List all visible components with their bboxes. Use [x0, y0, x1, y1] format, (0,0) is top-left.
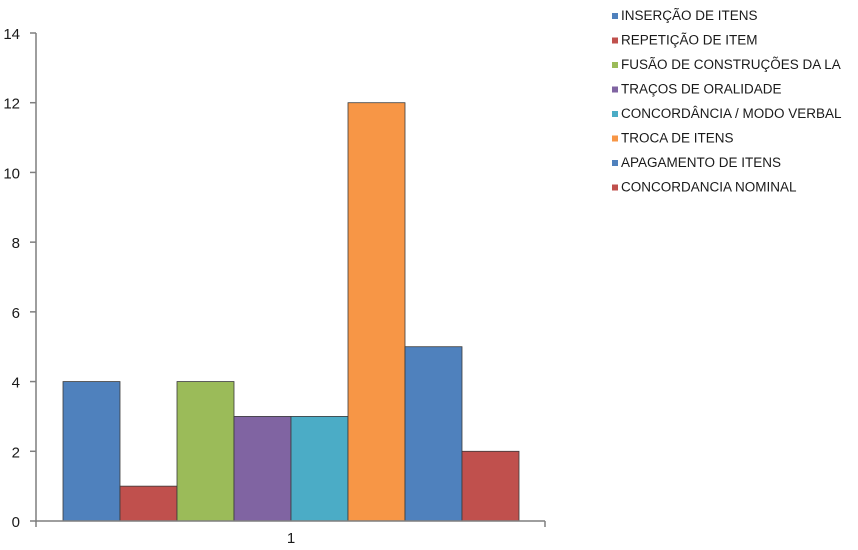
- legend-item: APAGAMENTO DE ITENS: [612, 155, 781, 170]
- legend: INSERÇÃO DE ITENS REPETIÇÃO DE ITEM FUSÃO …: [612, 8, 842, 195]
- legend-swatch: [612, 160, 618, 166]
- x-axis: 1: [35, 520, 546, 547]
- legend-label: TROCA DE ITENS: [621, 131, 734, 146]
- legend-label: INSERÇÃO DE ITENS: [621, 8, 758, 23]
- legend-swatch: [612, 135, 618, 142]
- x-category-label: 1: [287, 530, 295, 547]
- legend-item: CONCORDÂNCIA / MODO VERBAL: [612, 106, 842, 121]
- legend-swatch: [612, 62, 618, 68]
- bar-5: [290, 416, 349, 522]
- y-tick-label: 4: [12, 375, 20, 392]
- legend-swatch: [612, 37, 618, 44]
- legend-item: CONCORDANCIA NOMINAL: [612, 180, 797, 195]
- y-tick-label: 10: [3, 165, 20, 182]
- y-tick-label: 2: [12, 444, 20, 461]
- legend-item: INSERÇÃO DE ITENS: [612, 8, 758, 23]
- plot-area: [62, 102, 520, 522]
- legend-item: REPETIÇÃO DE ITEM: [612, 33, 758, 48]
- legend-swatch: [612, 13, 618, 19]
- legend-label: CONCORDANCIA NOMINAL: [621, 180, 797, 195]
- bar-2: [119, 485, 178, 522]
- bar-6: [347, 102, 406, 522]
- y-tick-label: 0: [12, 514, 20, 531]
- legend-item: FUSÃO DE CONSTRUÇÕES DA LA: [612, 57, 841, 72]
- y-tick-label: 6: [12, 305, 20, 322]
- legend-swatch: [612, 86, 618, 93]
- legend-label: FUSÃO DE CONSTRUÇÕES DA LA: [621, 57, 841, 72]
- bar-4: [233, 416, 292, 522]
- legend-item: TRAÇOS DE ORALIDADE: [612, 82, 782, 97]
- y-tick-label: 14: [3, 26, 20, 43]
- legend-swatch: [612, 111, 618, 117]
- bar-8: [461, 450, 520, 522]
- legend-item: TROCA DE ITENS: [612, 131, 734, 146]
- y-tick-label: 8: [12, 235, 20, 252]
- y-axis: 0 2 4 6 8 10 12 14: [3, 26, 37, 531]
- legend-label: TRAÇOS DE ORALIDADE: [621, 82, 782, 97]
- legend-label: APAGAMENTO DE ITENS: [621, 155, 781, 170]
- y-tick-label: 12: [3, 96, 20, 113]
- bar-1: [62, 381, 121, 522]
- legend-label: CONCORDÂNCIA / MODO VERBAL: [621, 106, 842, 121]
- legend-label: REPETIÇÃO DE ITEM: [621, 33, 758, 48]
- bar-7: [404, 346, 463, 522]
- legend-swatch: [612, 184, 618, 191]
- bar-3: [176, 381, 235, 522]
